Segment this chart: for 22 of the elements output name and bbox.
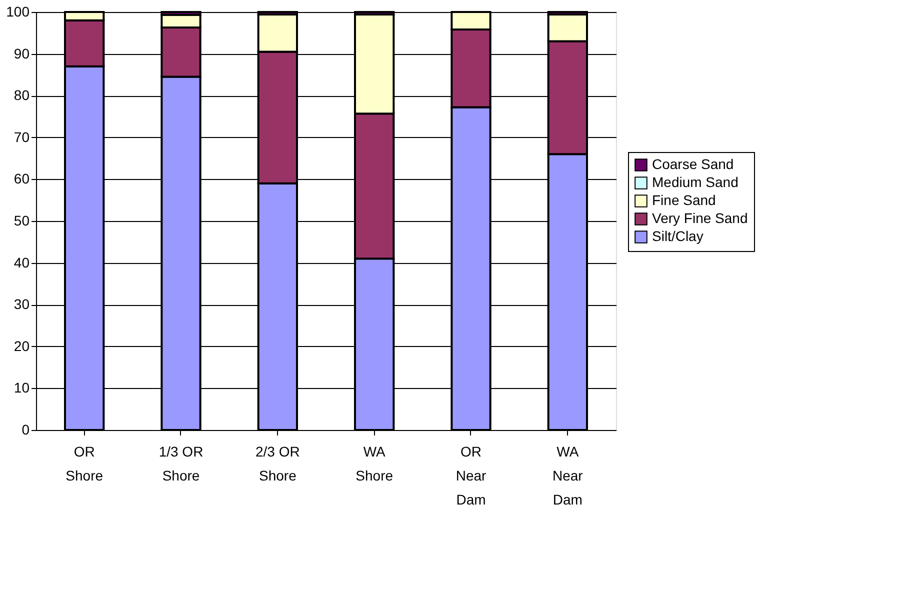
y-tick-label: 40	[14, 254, 30, 270]
y-tick-label: 100	[6, 4, 30, 20]
x-tick-label: WA Shore	[356, 444, 394, 484]
y-tick-label: 0	[22, 422, 30, 438]
x-tick-label: OR Shore	[66, 444, 104, 484]
y-tick-label: 20	[14, 338, 30, 354]
y-tick-label: 30	[14, 296, 30, 312]
y-tick-label: 50	[14, 212, 30, 228]
legend-label: Medium Sand	[652, 174, 738, 190]
y-tick-label: 80	[14, 87, 30, 104]
x-tick-label: WA Near Dam	[552, 444, 584, 508]
x-tick-label: OR Near Dam	[456, 444, 487, 508]
y-tick-label: 10	[14, 380, 30, 396]
y-tick-label: 70	[14, 128, 30, 145]
legend-label: Coarse Sand	[652, 156, 734, 172]
x-tick-label: 1/3 OR Shore	[158, 444, 204, 484]
legend-label: Fine Sand	[652, 192, 716, 208]
x-tick-label: 2/3 OR Shore	[255, 444, 300, 484]
legend-label: Silt/Clay	[652, 228, 704, 244]
legend-label: Very Fine Sand	[652, 210, 748, 226]
y-tick-label: 60	[14, 170, 30, 187]
y-tick-label: 90	[14, 45, 30, 62]
